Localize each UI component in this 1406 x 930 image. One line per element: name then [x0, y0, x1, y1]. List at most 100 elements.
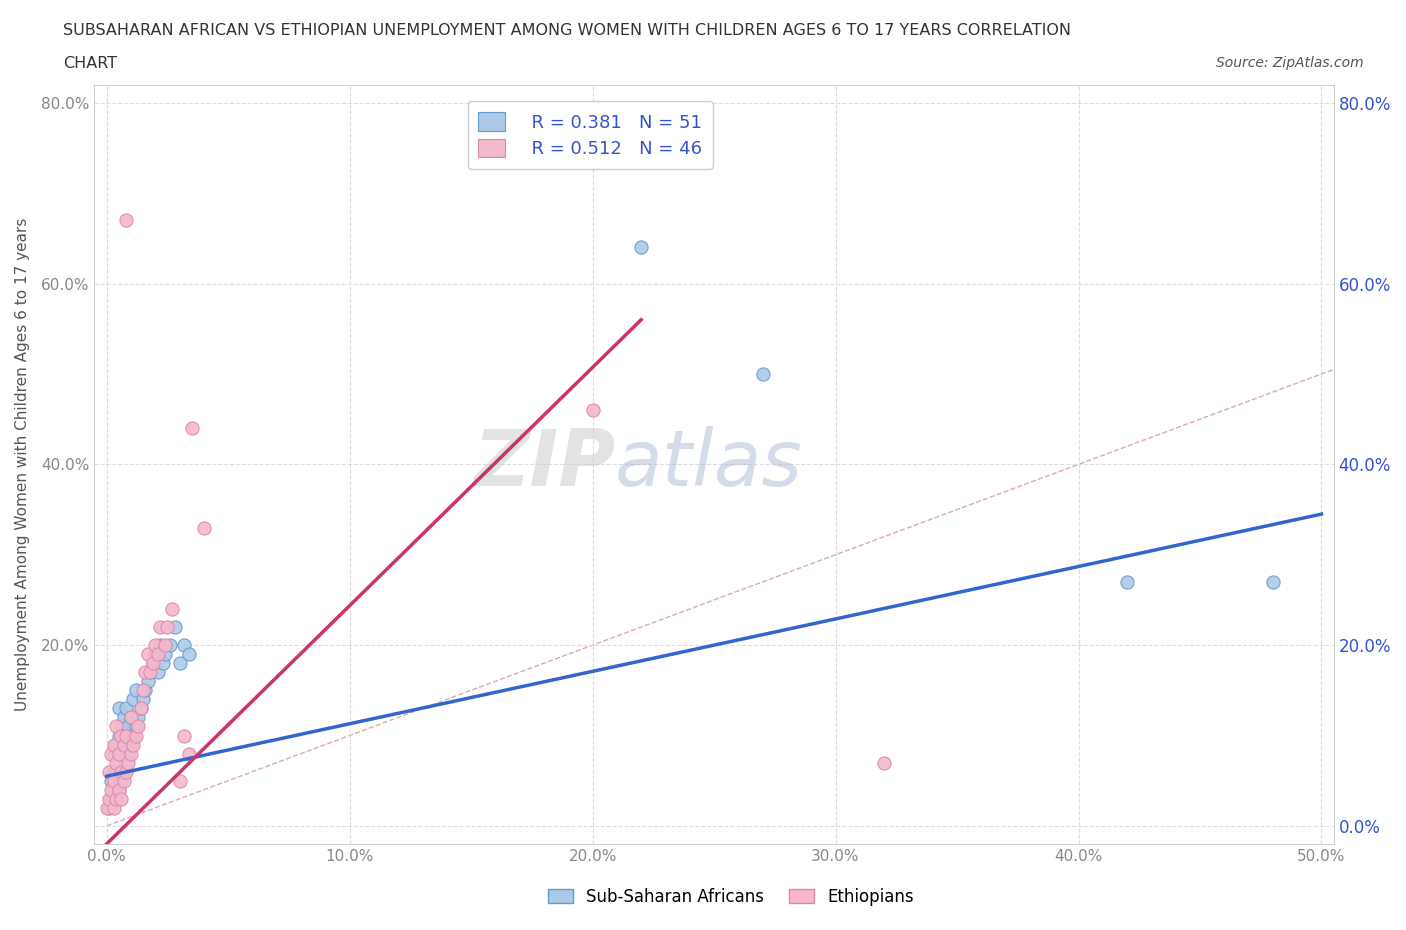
Point — [146, 646, 169, 661]
Point — [122, 737, 145, 752]
Point — [100, 773, 122, 788]
Point — [1261, 575, 1284, 590]
Point — [105, 764, 128, 779]
Point — [127, 710, 149, 724]
Point — [142, 656, 165, 671]
Point — [136, 674, 159, 689]
Point — [105, 791, 128, 806]
Y-axis label: Unemployment Among Women with Children Ages 6 to 17 years: Unemployment Among Women with Children A… — [15, 218, 30, 711]
Point — [125, 683, 148, 698]
Legend: Sub-Saharan Africans, Ethiopians: Sub-Saharan Africans, Ethiopians — [541, 881, 921, 912]
Point — [117, 746, 139, 761]
Point — [110, 791, 132, 806]
Point — [129, 701, 152, 716]
Point — [107, 782, 129, 797]
Point — [163, 619, 186, 634]
Point — [110, 764, 132, 779]
Point — [125, 728, 148, 743]
Point — [110, 728, 132, 743]
Point — [98, 791, 121, 806]
Point — [105, 755, 128, 770]
Point — [98, 764, 121, 779]
Point — [100, 782, 122, 797]
Text: atlas: atlas — [614, 426, 803, 502]
Point — [98, 801, 121, 816]
Point — [160, 602, 183, 617]
Point — [873, 755, 896, 770]
Point — [115, 213, 138, 228]
Point — [127, 719, 149, 734]
Text: Source: ZipAtlas.com: Source: ZipAtlas.com — [1216, 56, 1364, 70]
Point — [142, 656, 165, 671]
Point — [112, 737, 135, 752]
Point — [169, 773, 191, 788]
Point — [122, 728, 145, 743]
Point — [143, 646, 166, 661]
Point — [107, 755, 129, 770]
Point — [139, 665, 162, 680]
Point — [115, 764, 138, 779]
Point — [751, 366, 773, 381]
Point — [107, 728, 129, 743]
Point — [129, 701, 152, 716]
Point — [132, 692, 155, 707]
Point — [1116, 575, 1139, 590]
Point — [152, 656, 174, 671]
Point — [103, 746, 125, 761]
Point — [153, 646, 176, 661]
Point — [107, 746, 129, 761]
Legend:   R = 0.381   N = 51,   R = 0.512   N = 46: R = 0.381 N = 51, R = 0.512 N = 46 — [468, 101, 713, 169]
Point — [100, 791, 122, 806]
Point — [107, 701, 129, 716]
Point — [149, 638, 172, 653]
Point — [110, 719, 132, 734]
Point — [153, 638, 176, 653]
Point — [110, 746, 132, 761]
Point — [115, 728, 138, 743]
Point — [103, 737, 125, 752]
Point — [169, 656, 191, 671]
Point — [156, 619, 179, 634]
Point — [105, 791, 128, 806]
Point — [103, 801, 125, 816]
Point — [107, 782, 129, 797]
Point — [143, 638, 166, 653]
Point — [103, 782, 125, 797]
Text: ZIP: ZIP — [472, 426, 614, 502]
Point — [132, 683, 155, 698]
Text: SUBSAHARAN AFRICAN VS ETHIOPIAN UNEMPLOYMENT AMONG WOMEN WITH CHILDREN AGES 6 TO: SUBSAHARAN AFRICAN VS ETHIOPIAN UNEMPLOY… — [63, 23, 1071, 38]
Point — [120, 710, 142, 724]
Point — [120, 746, 142, 761]
Point — [120, 710, 142, 724]
Point — [120, 737, 142, 752]
Point — [112, 737, 135, 752]
Point — [159, 638, 181, 653]
Point — [581, 403, 603, 418]
Point — [180, 420, 202, 435]
Point — [112, 764, 135, 779]
Point — [134, 665, 156, 680]
Point — [103, 764, 125, 779]
Point — [134, 683, 156, 698]
Point — [630, 240, 652, 255]
Point — [179, 746, 201, 761]
Point — [179, 646, 201, 661]
Point — [139, 665, 162, 680]
Text: CHART: CHART — [63, 56, 117, 71]
Point — [125, 719, 148, 734]
Point — [117, 719, 139, 734]
Point — [149, 619, 172, 634]
Point — [193, 520, 215, 535]
Point — [110, 773, 132, 788]
Point — [146, 665, 169, 680]
Point — [115, 755, 138, 770]
Point — [105, 719, 128, 734]
Point — [112, 773, 135, 788]
Point — [115, 701, 138, 716]
Point — [136, 646, 159, 661]
Point — [112, 710, 135, 724]
Point — [100, 746, 122, 761]
Point — [96, 801, 118, 816]
Point — [173, 728, 195, 743]
Point — [173, 638, 195, 653]
